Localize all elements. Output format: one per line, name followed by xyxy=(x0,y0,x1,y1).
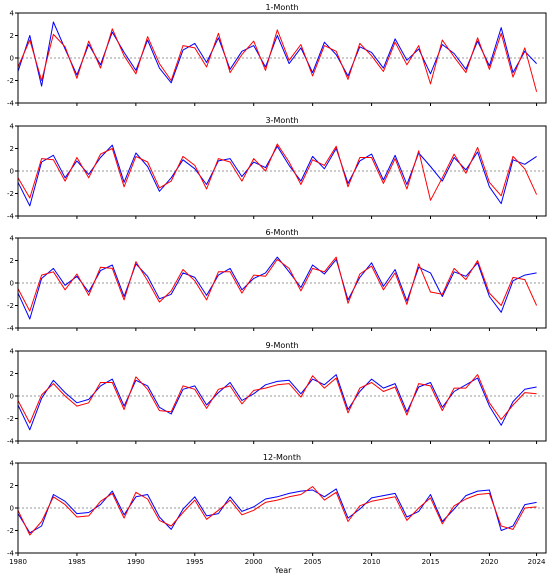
y-tick-label: -2 xyxy=(7,302,14,310)
y-tick-label: 0 xyxy=(10,168,14,176)
y-tick-label: 4 xyxy=(10,10,15,18)
y-tick-label: -4 xyxy=(7,550,15,558)
series-1-line xyxy=(17,144,537,207)
x-tick-label: 1995 xyxy=(186,558,204,566)
panel-title: 3-Month xyxy=(265,116,298,125)
y-tick-label: 2 xyxy=(10,370,14,378)
series-1-line xyxy=(17,374,537,431)
y-tick-label: -2 xyxy=(7,190,14,198)
x-tick-label: 1990 xyxy=(127,558,145,566)
panel-9-month: 9-Month 4 2 0 -2 -4 xyxy=(7,341,547,446)
y-tick-label: 4 xyxy=(10,460,15,468)
y-tick-label: 0 xyxy=(10,505,14,513)
series-1-line xyxy=(17,488,537,534)
y-tick-label: -4 xyxy=(7,438,15,446)
y-tick-label: 0 xyxy=(10,55,14,63)
y-tick-label: 4 xyxy=(10,348,15,356)
panel-title: 12-Month xyxy=(263,453,301,462)
y-tick-label: 4 xyxy=(10,123,15,131)
x-tick-label: 2000 xyxy=(245,558,263,566)
panel-title: 1-Month xyxy=(265,3,298,12)
y-tick-label: -4 xyxy=(7,325,15,333)
x-tick-label: 2024 xyxy=(528,558,546,566)
series-2-line xyxy=(17,486,537,536)
y-tick-label: 0 xyxy=(10,280,14,288)
y-tick-label: 2 xyxy=(10,32,14,40)
x-tick-label: 1980 xyxy=(9,558,27,566)
y-tick-label: -2 xyxy=(7,527,14,535)
y-tick-label: 2 xyxy=(10,257,14,265)
y-tick-label: -4 xyxy=(7,100,15,108)
series-1-line xyxy=(17,256,537,320)
y-tick-label: 4 xyxy=(10,235,15,243)
y-tick-label: 2 xyxy=(10,145,14,153)
panel-title: 9-Month xyxy=(265,341,298,350)
y-tick-label: -2 xyxy=(7,77,14,85)
series-2-line xyxy=(17,256,538,312)
x-tick-label: 2020 xyxy=(481,558,499,566)
x-tick-label: 2010 xyxy=(363,558,381,566)
panel-1-month: 1-Month 4 2 0 -2 -4 xyxy=(7,3,547,108)
y-tick-label: 2 xyxy=(10,482,14,490)
series-2-line xyxy=(17,374,537,424)
x-tick-label: 1985 xyxy=(68,558,86,566)
x-tick-label: 2005 xyxy=(304,558,322,566)
panel-title: 6-Month xyxy=(265,228,298,237)
panel-3-month: 3-Month 4 2 0 -2 -4 xyxy=(7,116,547,221)
y-tick-label: -2 xyxy=(7,415,14,423)
panel-6-month: 6-Month 4 2 0 -2 -4 xyxy=(7,228,547,333)
series-2-line xyxy=(17,28,538,92)
series-2-line xyxy=(17,143,538,201)
x-axis-label: Year xyxy=(274,566,293,575)
y-tick-label: -4 xyxy=(7,213,15,221)
y-tick-label: 0 xyxy=(10,393,14,401)
x-tick-label: 2015 xyxy=(422,558,440,566)
